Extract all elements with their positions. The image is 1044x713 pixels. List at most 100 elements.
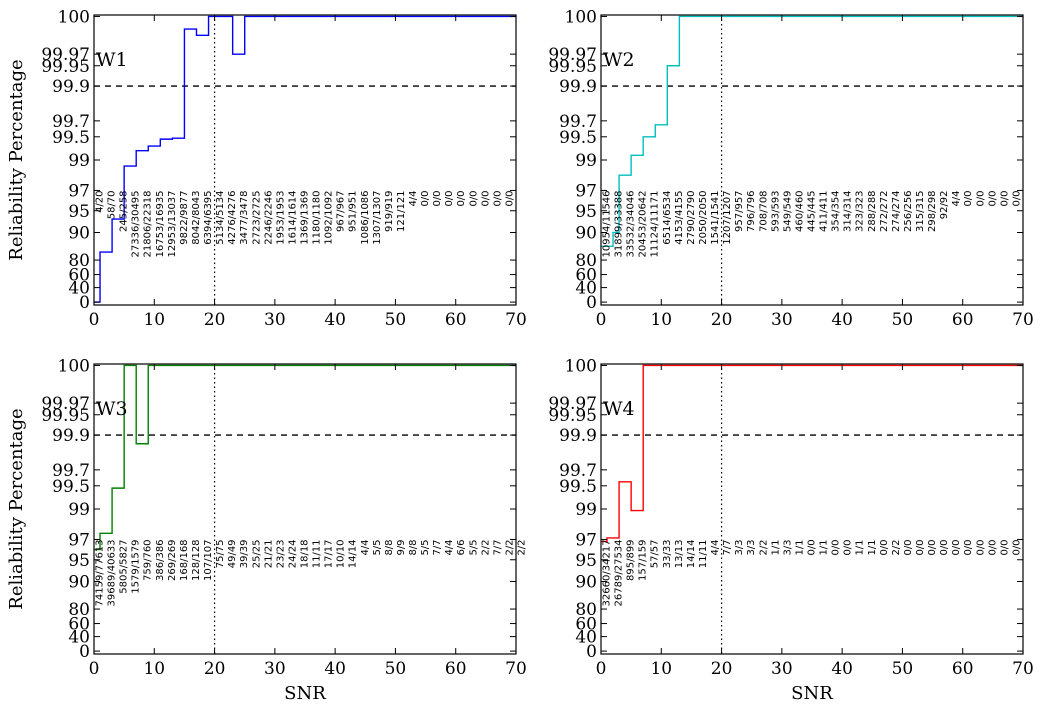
count-label: 32660/34217 bbox=[602, 539, 613, 606]
y-tick-label: 99.5 bbox=[52, 477, 90, 497]
count-label: 3/3 bbox=[734, 539, 745, 555]
count-label: 1180/1180 bbox=[312, 190, 323, 244]
count-label: 39689/40633 bbox=[107, 539, 118, 606]
x-tick-label: 60 bbox=[445, 659, 467, 679]
x-tick-label: 70 bbox=[1012, 659, 1034, 679]
count-label: 2/2 bbox=[480, 539, 491, 555]
count-label: 31899/33388 bbox=[614, 190, 625, 257]
count-label: 121/121 bbox=[396, 190, 407, 232]
count-label: 21/21 bbox=[263, 539, 274, 568]
count-label: 4276/4276 bbox=[227, 190, 238, 244]
count-label: 21806/22318 bbox=[143, 190, 154, 257]
y-tick-label: 80 bbox=[68, 251, 90, 271]
y-tick-label: 99.7 bbox=[52, 112, 90, 132]
count-label: 274/274 bbox=[891, 190, 902, 232]
y-tick-label: 99.9 bbox=[52, 426, 90, 446]
count-label: 33/33 bbox=[662, 539, 673, 568]
count-label: 460/460 bbox=[794, 190, 805, 232]
count-label: 1/1 bbox=[819, 539, 830, 555]
count-label: 1369/1369 bbox=[300, 190, 311, 244]
count-label: 2723/2725 bbox=[251, 190, 262, 244]
y-tick-label: 99.97 bbox=[548, 394, 597, 414]
y-tick-label: 99.95 bbox=[548, 406, 597, 426]
count-label: 17/17 bbox=[324, 539, 335, 568]
y-tick-label: 99.7 bbox=[52, 461, 90, 481]
count-label: 5/5 bbox=[468, 539, 479, 555]
chart-panel-3: 74159/77613 39689/40633 5805/5827 1579/1579… bbox=[6, 356, 528, 704]
x-tick-label: 20 bbox=[711, 310, 733, 330]
count-label: 8/8 bbox=[408, 539, 419, 555]
count-label: 12953/13037 bbox=[167, 190, 178, 257]
count-label: 24/24 bbox=[287, 539, 298, 568]
y-tick-label: 99.5 bbox=[559, 128, 597, 148]
count-label: 0/0 bbox=[468, 190, 479, 206]
x-tick-label: 20 bbox=[204, 310, 226, 330]
x-tick-label: 0 bbox=[89, 310, 100, 330]
y-tick-label: 60 bbox=[68, 266, 90, 286]
count-label: 796/796 bbox=[746, 190, 757, 232]
y-tick-label: 90 bbox=[68, 224, 90, 244]
y-tick-label: 60 bbox=[68, 615, 90, 635]
count-label: 1953/1953 bbox=[275, 190, 286, 244]
count-label: 1579/1579 bbox=[131, 539, 142, 593]
count-label: 4/4 bbox=[360, 539, 371, 555]
x-tick-label: 30 bbox=[771, 659, 793, 679]
count-label: 314/314 bbox=[843, 190, 854, 232]
count-label: 0/0 bbox=[807, 539, 818, 555]
y-tick-label: 99.95 bbox=[548, 57, 597, 77]
count-label: 8/8 bbox=[384, 539, 395, 555]
count-label: 0/0 bbox=[927, 539, 938, 555]
x-tick-label: 50 bbox=[385, 310, 407, 330]
y-tick-label: 40 bbox=[68, 279, 90, 299]
count-label: 1/1 bbox=[867, 539, 878, 555]
y-tick-label: 80 bbox=[68, 600, 90, 620]
y-tick-label: 95 bbox=[575, 202, 597, 222]
y-tick-label: 99.97 bbox=[41, 394, 90, 414]
x-tick-label: 0 bbox=[596, 659, 607, 679]
count-label: 967/967 bbox=[336, 190, 347, 232]
count-label: 11124/11171 bbox=[650, 190, 661, 257]
count-label: 0/0 bbox=[420, 190, 431, 206]
count-label: 9822/9877 bbox=[179, 190, 190, 244]
count-label: 5805/5827 bbox=[119, 539, 130, 593]
y-tick-label: 99.95 bbox=[41, 406, 90, 426]
count-label: 0/0 bbox=[939, 539, 950, 555]
count-label: 18/18 bbox=[300, 539, 311, 568]
count-label: 25/25 bbox=[251, 539, 262, 568]
x-tick-label: 10 bbox=[143, 659, 165, 679]
count-label: 4/4 bbox=[710, 539, 721, 555]
x-tick-label: 40 bbox=[831, 659, 853, 679]
count-label: 0/0 bbox=[1011, 190, 1022, 206]
y-tick-label: 99.97 bbox=[41, 45, 90, 65]
chart-panel-2: 10954/11546 31899/33388 33532/34046 20453/2… bbox=[548, 7, 1033, 330]
count-label: 4/20 bbox=[95, 190, 106, 212]
x-tick-label: 10 bbox=[650, 310, 672, 330]
y-tick-label: 90 bbox=[68, 573, 90, 593]
count-label: 1207/1207 bbox=[722, 190, 733, 244]
y-tick-label: 80 bbox=[575, 600, 597, 620]
count-label: 0/0 bbox=[1011, 539, 1022, 555]
count-label: 6514/6534 bbox=[662, 190, 673, 244]
count-label: 0/0 bbox=[903, 539, 914, 555]
count-label: 0/0 bbox=[975, 190, 986, 206]
count-label: 0/0 bbox=[843, 539, 854, 555]
count-label: 5134/5134 bbox=[215, 190, 226, 244]
axes-frame bbox=[93, 363, 517, 655]
count-label: 4/4 bbox=[408, 190, 419, 206]
y-tick-label: 95 bbox=[575, 551, 597, 571]
count-label: 445/445 bbox=[807, 190, 818, 232]
axes-frame bbox=[600, 14, 1024, 306]
y-tick-label: 97 bbox=[68, 530, 90, 550]
axes-frame bbox=[93, 14, 517, 306]
count-label: 269/269 bbox=[167, 539, 178, 581]
y-tick-label: 95 bbox=[68, 551, 90, 571]
x-tick-label: 50 bbox=[892, 310, 914, 330]
count-label: 0/0 bbox=[831, 539, 842, 555]
count-label: 49/49 bbox=[227, 539, 238, 568]
count-label: 272/272 bbox=[879, 190, 890, 232]
count-label: 0/0 bbox=[480, 190, 491, 206]
y-tick-label: 90 bbox=[575, 224, 597, 244]
count-label: 0/0 bbox=[951, 539, 962, 555]
y-tick-label: 99.95 bbox=[41, 57, 90, 77]
